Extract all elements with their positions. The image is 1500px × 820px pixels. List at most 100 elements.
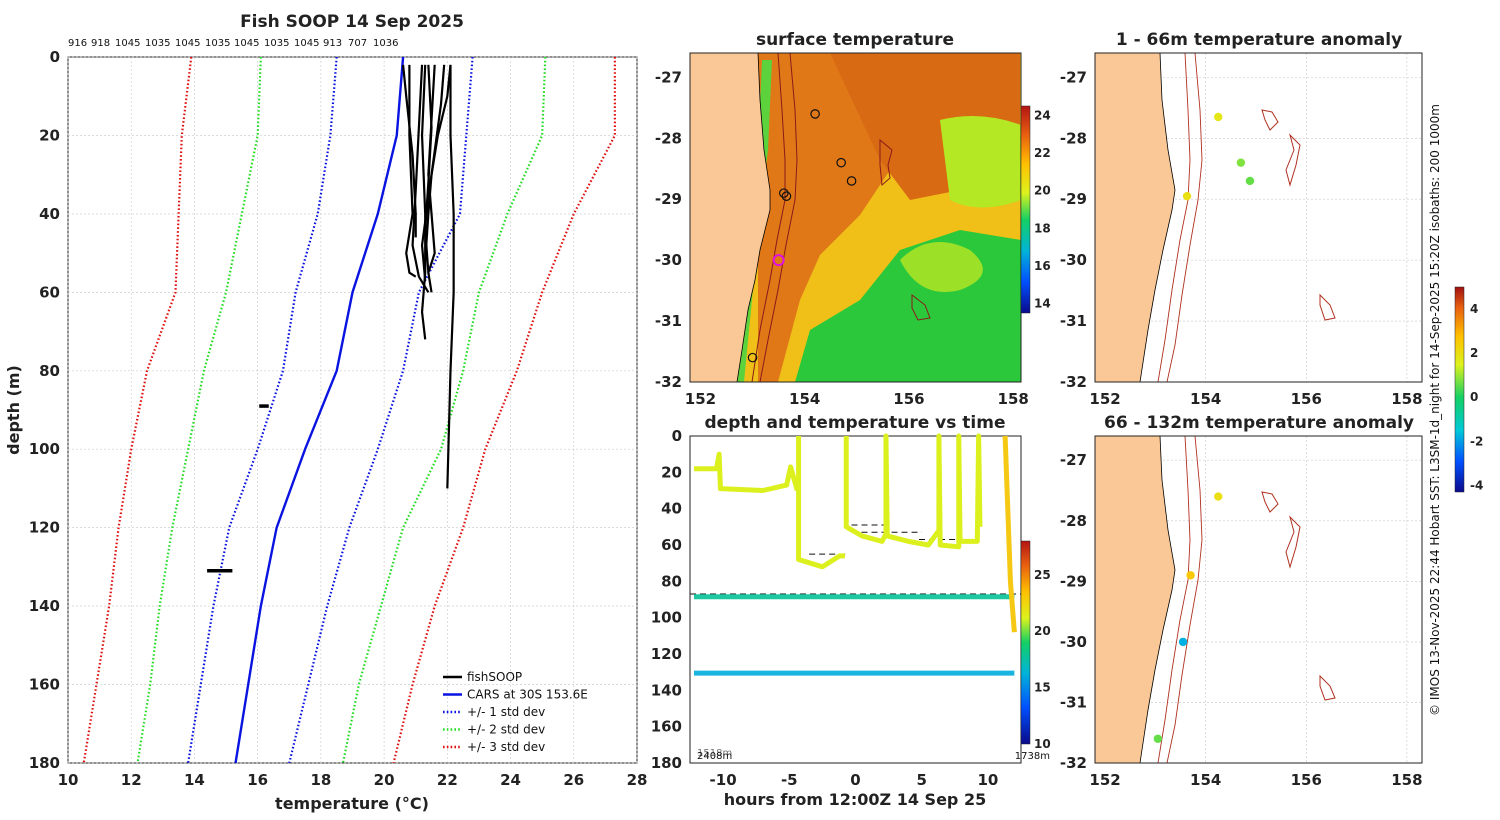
legend-label: fishSOOP bbox=[467, 670, 522, 684]
std-low-line bbox=[82, 56, 193, 764]
top-count-label: 1035 bbox=[145, 38, 170, 49]
anomaly-point bbox=[1236, 158, 1246, 167]
y-tick-label: 100 bbox=[29, 440, 60, 458]
top-count-label: 1035 bbox=[205, 38, 230, 49]
x-tick-label: 12 bbox=[121, 771, 142, 789]
legend-label: +/- 1 std dev bbox=[467, 705, 545, 719]
anomaly-point bbox=[1214, 492, 1223, 501]
sst-colorbar-tick: 20 bbox=[1034, 184, 1051, 198]
sst-ticks: 152 154 156 158 -27 -28 -29 -30 -31 -32 bbox=[655, 68, 1029, 408]
top-count-label: 1045 bbox=[175, 38, 200, 49]
sst-markers bbox=[747, 109, 857, 363]
y-tick-label: 140 bbox=[29, 597, 60, 615]
std-low-line bbox=[136, 56, 262, 764]
sst-x-tick-label: 158 bbox=[998, 390, 1029, 408]
sst-colorbar-tick: 14 bbox=[1034, 297, 1051, 311]
anomaly-deep-seamount-2 bbox=[1285, 515, 1301, 569]
x-tick-label: 22 bbox=[437, 771, 458, 789]
anomaly-colorbar bbox=[1454, 286, 1465, 493]
depth-time-colorbar bbox=[1020, 540, 1031, 745]
top-count-label: 1045 bbox=[294, 38, 319, 49]
dt-track-shallow bbox=[693, 451, 800, 493]
sst-colorbar-tick: 24 bbox=[1034, 108, 1051, 122]
x-tick-label: 16 bbox=[247, 771, 268, 789]
anomaly-deep-isobath-1000 bbox=[1166, 436, 1203, 763]
anomaly-y-tick-label: -30 bbox=[1060, 633, 1087, 651]
footer-credit: © IMOS 13-Nov-2025 22:44 Hobart SST: L3S… bbox=[1428, 104, 1442, 716]
std-high-line bbox=[392, 57, 616, 764]
depth-time-title: depth and temperature vs time bbox=[705, 413, 1006, 433]
y-tick-label: 0 bbox=[50, 48, 60, 66]
legend-label: CARS at 30S 153.6E bbox=[467, 688, 588, 702]
anomaly-y-tick-label: -31 bbox=[1060, 312, 1087, 330]
anomaly-deep-panel: 66 - 132m temperature anomaly 152 154 156 1… bbox=[1060, 286, 1483, 789]
std-high-line bbox=[288, 56, 474, 764]
sst-colorbar bbox=[1020, 105, 1031, 314]
sst-colorbar-tick: 22 bbox=[1034, 146, 1051, 160]
top-count-label: 1045 bbox=[115, 38, 140, 49]
anomaly-colorbar-tick: 2 bbox=[1470, 346, 1478, 360]
dt-colorbar-tick: 20 bbox=[1034, 624, 1051, 638]
x-tick-label: 10 bbox=[58, 771, 79, 789]
dt-colorbar-tick: 25 bbox=[1034, 568, 1051, 582]
sst-marker bbox=[781, 191, 792, 201]
sst-colorbar-ticks: 14 16 18 20 22 24 bbox=[1034, 108, 1051, 310]
top-count-label: 707 bbox=[348, 38, 367, 49]
y-tick-label: 60 bbox=[39, 283, 60, 301]
dt-y-tick-label: 0 bbox=[672, 427, 682, 445]
anomaly-point bbox=[1214, 112, 1223, 122]
anomaly-point bbox=[1245, 176, 1255, 186]
anomaly-y-tick-label: -32 bbox=[1060, 373, 1087, 391]
profile-xlabel: temperature (°C) bbox=[275, 794, 429, 813]
sst-marker bbox=[772, 254, 785, 267]
top-count-label: 916 bbox=[68, 38, 87, 49]
x-tick-label: 14 bbox=[184, 771, 205, 789]
dt-x-tick-label: 0 bbox=[850, 771, 860, 789]
anomaly-point bbox=[1182, 191, 1192, 201]
y-tick-label: 180 bbox=[29, 754, 60, 772]
dt-x-tick-label: -10 bbox=[710, 771, 737, 789]
sst-colorbar-tick: 16 bbox=[1034, 259, 1051, 273]
top-count-label: 1036 bbox=[373, 38, 398, 49]
top-count-label: 1035 bbox=[264, 38, 289, 49]
sst-seamount-1 bbox=[879, 138, 893, 187]
profile-top-labels: 916 918 1045 1035 1045 1035 1045 1035 1045 913 707… bbox=[68, 38, 398, 49]
anomaly-deep-land bbox=[1095, 436, 1176, 763]
fish-trace bbox=[411, 64, 430, 293]
x-tick-label: 24 bbox=[500, 771, 521, 789]
anomaly-shallow-title: 1 - 66m temperature anomaly bbox=[1116, 30, 1402, 50]
fish-trace bbox=[424, 64, 452, 262]
y-tick-label: 120 bbox=[29, 519, 60, 537]
profile-title: Fish SOOP 14 Sep 2025 bbox=[240, 12, 464, 32]
legend-label: +/- 2 std dev bbox=[467, 723, 545, 737]
profile-ticks: 10 12 14 16 18 20 22 24 26 28 0 20 40 60 80 100 120 140 16… bbox=[29, 48, 648, 789]
anomaly-colorbar-tick: -2 bbox=[1470, 434, 1483, 448]
sst-x-tick-label: 154 bbox=[789, 390, 820, 408]
profile-panel: Fish SOOP 14 Sep 2025 916 918 1045 1035 1045… bbox=[4, 12, 647, 813]
warm-current-core bbox=[758, 53, 905, 382]
sst-colorbar-tick: 18 bbox=[1034, 221, 1051, 235]
x-tick-label: 26 bbox=[563, 771, 584, 789]
sst-seamount-2 bbox=[911, 293, 931, 321]
anomaly-x-tick-label: 152 bbox=[1089, 390, 1120, 408]
dt-y-tick-label: 40 bbox=[661, 500, 682, 518]
anomaly-y-tick-label: -29 bbox=[1060, 572, 1087, 590]
anomaly-point bbox=[1153, 734, 1163, 743]
anomaly-y-tick-label: -27 bbox=[1060, 451, 1087, 469]
dt-y-tick-label: 160 bbox=[651, 718, 682, 736]
anomaly-colorbar-tick: -4 bbox=[1470, 478, 1483, 492]
sst-y-tick-label: -31 bbox=[655, 312, 682, 330]
dt-y-tick-label: 60 bbox=[661, 536, 682, 554]
dt-x-tick-label: -5 bbox=[781, 771, 798, 789]
dt-track-end bbox=[1002, 435, 1017, 633]
depth-time-panel: depth and temperature vs time -10 -5 0 5 100… bbox=[651, 413, 1051, 809]
mid-green-band bbox=[940, 116, 1021, 208]
anomaly-deep-points bbox=[1153, 492, 1223, 743]
std-low-line bbox=[187, 56, 338, 764]
x-tick-label: 28 bbox=[627, 771, 648, 789]
anomaly-shallow-ticks: 152 154 156 158 -27 -28 -29 -30 -31 -32 bbox=[1060, 68, 1423, 408]
anomaly-deep-seamount-3 bbox=[1319, 674, 1336, 701]
anomaly-y-tick-label: -28 bbox=[1060, 512, 1087, 530]
anomaly-y-tick-label: -29 bbox=[1060, 190, 1087, 208]
top-count-label: 1045 bbox=[234, 38, 259, 49]
